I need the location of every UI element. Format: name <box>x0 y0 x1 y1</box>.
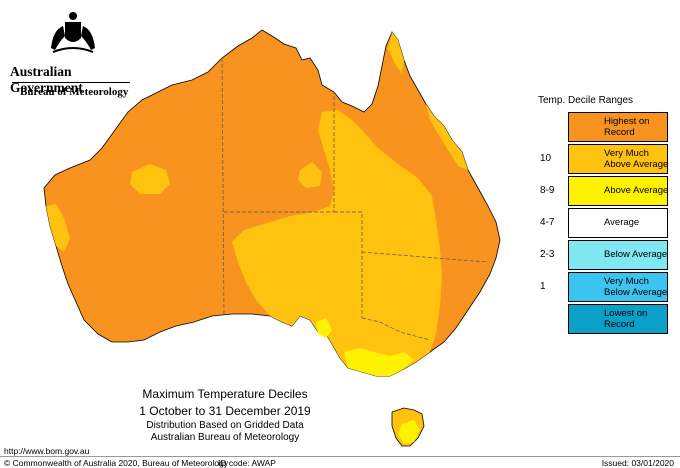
legend-label-line1: Very Much <box>604 276 649 287</box>
legend-range: 8-9 <box>540 185 555 196</box>
footer-url: http://www.bom.gov.au <box>4 446 90 456</box>
map-period: 1 October to 31 December 2019 <box>139 404 311 418</box>
footer-divider <box>0 456 680 457</box>
logo-divider <box>12 82 130 83</box>
inland-west-very-much-above-average-patch <box>130 164 170 194</box>
government-logo: Australian Government Bureau of Meteorol… <box>8 8 138 100</box>
government-name: Australian Government <box>10 64 83 95</box>
legend-swatch <box>568 304 668 334</box>
bureau-name: Bureau of Meteorology <box>20 86 129 98</box>
footer-id-code: ID code: AWAP <box>218 458 276 468</box>
legend-label-line2: Below Average <box>604 287 668 298</box>
west-coast-very-much-above-average-region <box>46 204 70 252</box>
map-subtitle-line1: Distribution Based on Gridded Data <box>146 420 304 431</box>
state-borders <box>221 57 489 341</box>
legend-swatch <box>568 208 668 238</box>
map-title: Maximum Temperature Deciles 1 October to… <box>110 386 340 420</box>
legend-label-line1: Lowest on <box>604 308 648 319</box>
legend-label-line2: Record <box>604 319 635 330</box>
legend-label: Above Average <box>604 185 668 196</box>
legend-label: Highest on Record <box>604 116 649 138</box>
legend-label: Very Much Above Average <box>604 148 668 170</box>
legend-swatch <box>568 112 668 142</box>
south-coast-above-average-patch <box>316 318 332 338</box>
legend-title: Temp. Decile Ranges <box>538 95 634 106</box>
legend-range: 4-7 <box>540 217 555 228</box>
legend-swatch <box>568 272 668 302</box>
inland-north-very-much-above-average-patch <box>298 162 322 188</box>
legend-swatch <box>568 240 668 270</box>
map-title-text: Maximum Temperature Deciles <box>142 387 308 401</box>
legend-range: 10 <box>540 153 552 164</box>
legend-label-line1: Highest on <box>604 116 650 127</box>
legend-swatch <box>568 144 668 174</box>
legend-label: Very Much Below Average <box>604 276 667 298</box>
map-subtitle: Distribution Based on Gridded Data Austr… <box>110 420 340 444</box>
footer-issued: Issued: 03/01/2020 <box>601 458 674 468</box>
footer-copyright: © Commonwealth of Australia 2020, Bureau… <box>4 458 229 468</box>
central-very-much-above-average-region <box>232 110 442 376</box>
north-coast-very-much-above-average-region <box>388 32 404 74</box>
coat-of-arms-icon <box>51 12 95 53</box>
victoria-coast-above-average-region <box>344 348 414 376</box>
legend-label-line2: Record <box>604 127 635 138</box>
legend-label-line2: Above Average <box>604 159 669 170</box>
legend-range: 2-3 <box>540 249 555 260</box>
legend-label: Below Average <box>604 249 667 260</box>
east-coast-very-much-above-average-region <box>426 104 468 170</box>
legend-swatch <box>568 176 668 206</box>
tasmania-above-average-region <box>398 420 420 444</box>
map-subtitle-line2: Australian Bureau of Meteorology <box>150 432 300 443</box>
legend-label: Lowest on Record <box>604 308 647 330</box>
legend-label-line1: Average <box>604 217 640 228</box>
legend-label-line1: Very Much <box>604 148 649 159</box>
legend-range: 1 <box>540 281 546 292</box>
legend-label-line1: Above Average <box>604 185 669 196</box>
legend-label-line1: Below Average <box>604 249 668 260</box>
legend-label: Average <box>604 217 639 228</box>
